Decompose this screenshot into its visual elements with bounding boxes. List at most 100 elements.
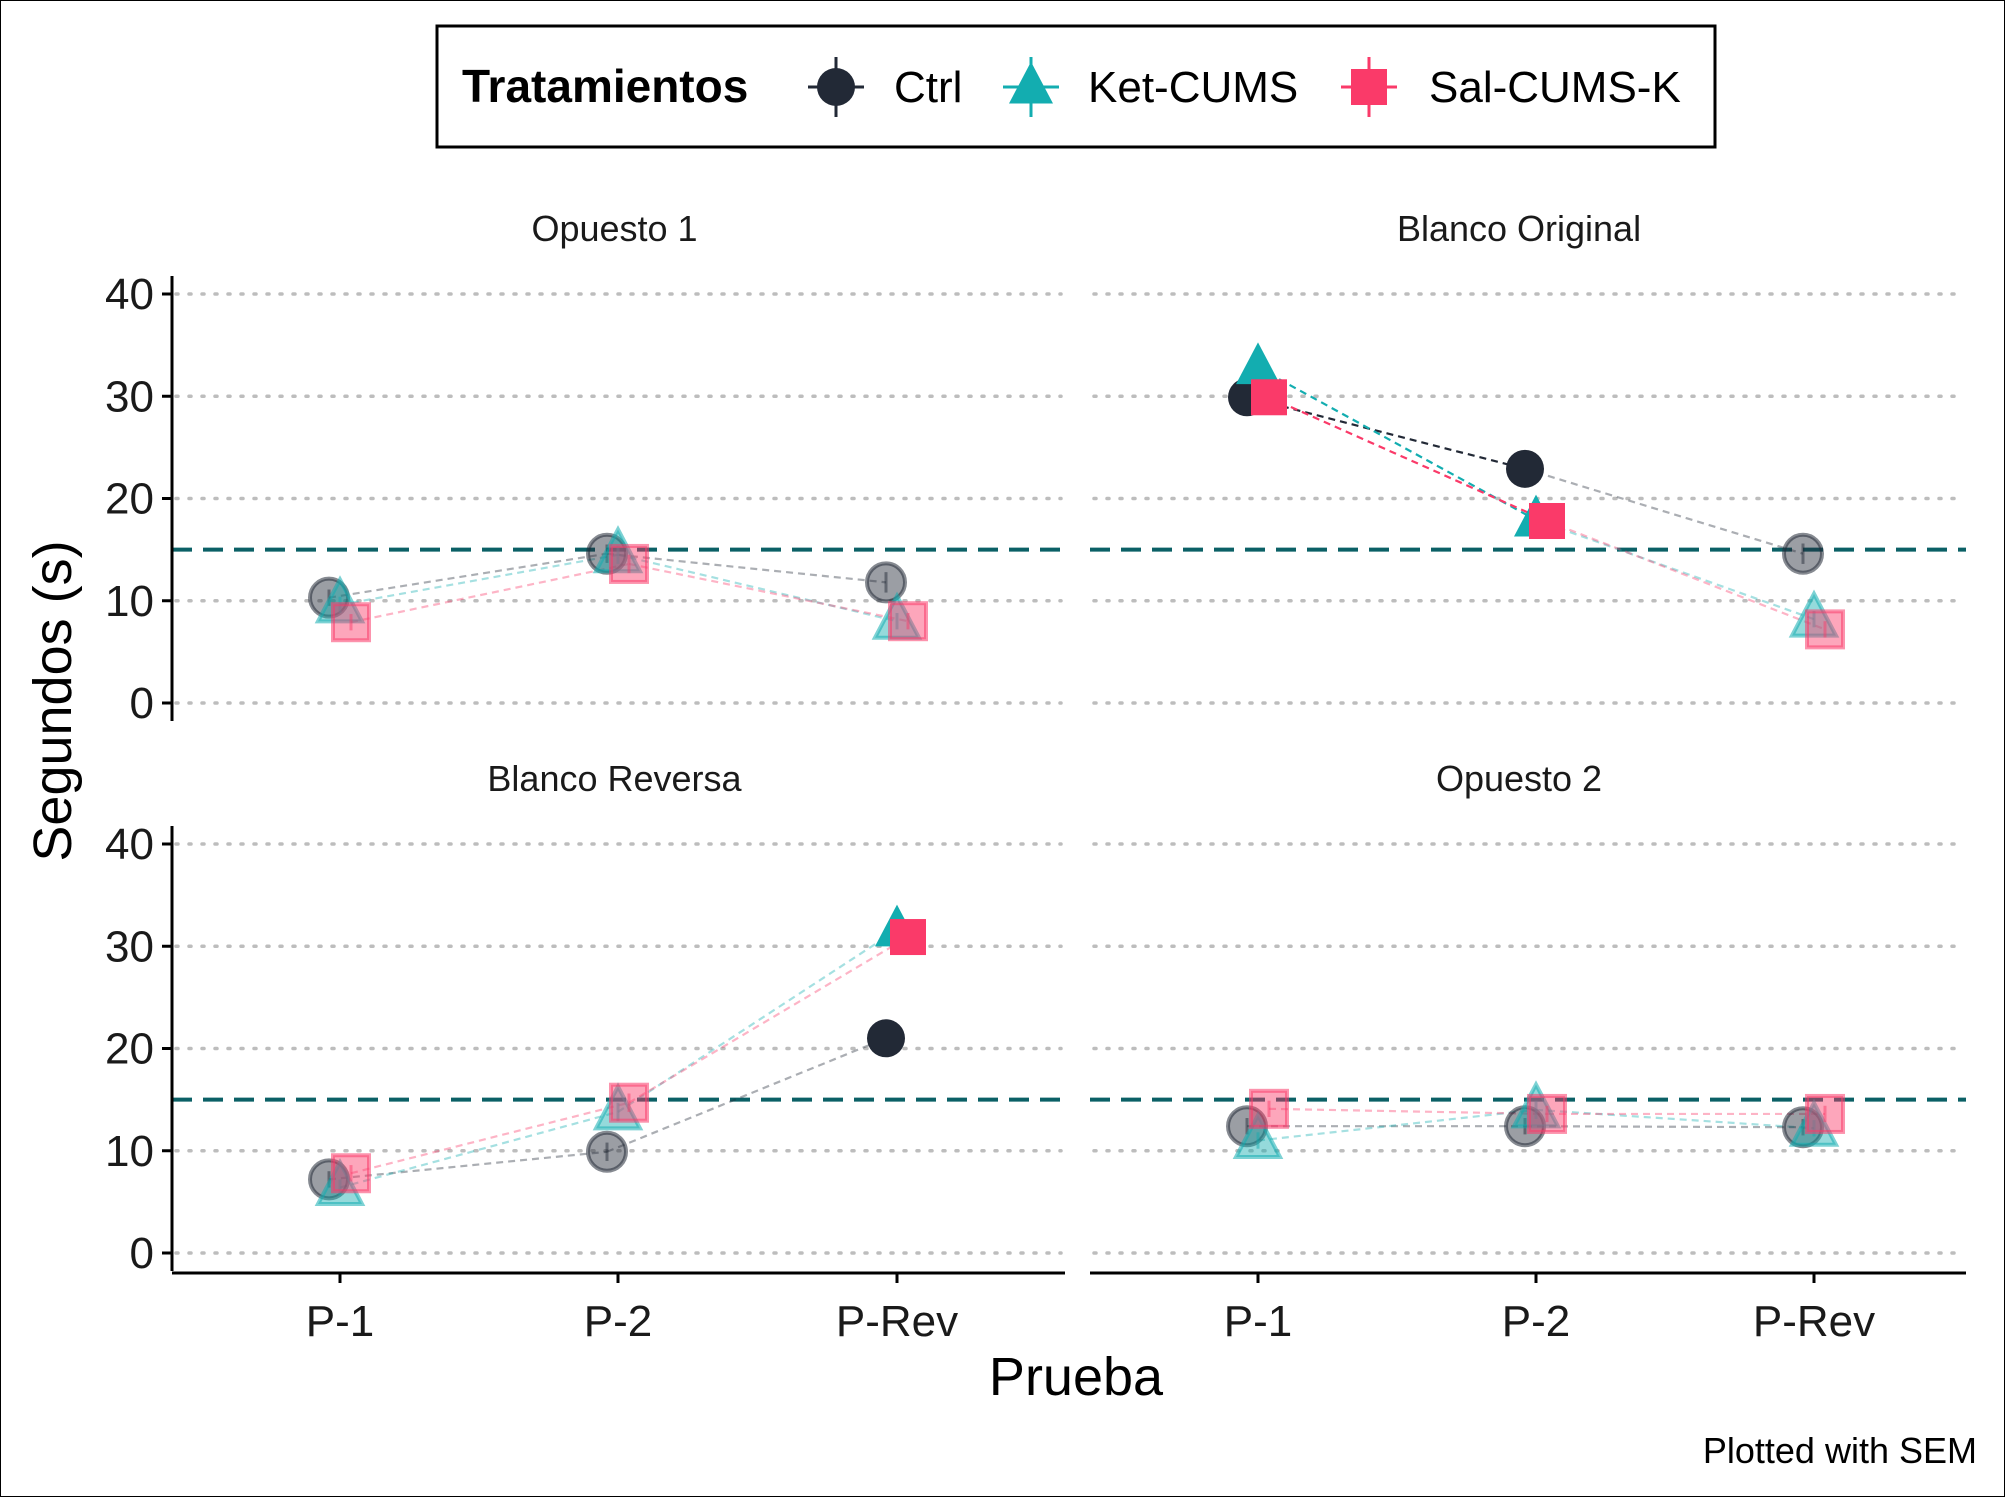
point-sal-cums-k-p-2 bbox=[1527, 1093, 1567, 1134]
point-sal-cums-k-p-rev bbox=[890, 919, 926, 956]
series-markers bbox=[308, 525, 928, 643]
legend-label-sal-cums-k: Sal-CUMS-K bbox=[1429, 63, 1681, 112]
marker-ctrl bbox=[865, 561, 907, 604]
point-ctrl-p-rev bbox=[865, 561, 907, 604]
series-line-sal-cums-k bbox=[1546, 519, 1826, 631]
y-tick-label: 40 bbox=[105, 820, 154, 869]
facet-title: Opuesto 1 bbox=[531, 208, 697, 249]
point-sal-cums-k-p-2 bbox=[609, 1082, 649, 1123]
series-line-sal-cums-k bbox=[628, 936, 909, 1104]
legend-label-ctrl: Ctrl bbox=[894, 63, 962, 112]
y-tick-label: 20 bbox=[105, 1025, 154, 1074]
facet-blanco-original: Blanco Original bbox=[1090, 208, 1966, 705]
facet-panels: Opuesto 1 0 10 20 30 40 Blanco Original Blanco … bbox=[105, 208, 1966, 1346]
point-ctrl-p-rev bbox=[867, 1019, 905, 1058]
legend: Tratamientos Ctrl Ket-CUMS Sal-CUMS-K bbox=[435, 24, 1717, 149]
marker-ket-cums bbox=[592, 525, 644, 574]
facet-title: Blanco Reversa bbox=[487, 758, 742, 799]
legend-title: Tratamientos bbox=[462, 60, 748, 112]
marker-ket-cums bbox=[314, 575, 366, 624]
x-tick-label: P-1 bbox=[306, 1297, 374, 1346]
marker-sal-cums-k bbox=[1527, 1093, 1567, 1134]
point-ket-cums-p-rev bbox=[1788, 589, 1840, 638]
series-line-ket-cums bbox=[339, 553, 619, 606]
legend-key-marker bbox=[817, 68, 855, 106]
point-ket-cums-p-2 bbox=[592, 1082, 644, 1131]
point-sal-cums-k-p-1 bbox=[331, 1153, 371, 1194]
x-tick-label: P-Rev bbox=[1753, 1297, 1875, 1346]
series-lines bbox=[328, 552, 909, 624]
marker-sal-cums-k bbox=[609, 1082, 649, 1123]
marker-ket-cums bbox=[1788, 589, 1840, 638]
series-lines bbox=[1247, 1107, 1825, 1142]
point-ctrl-p-2 bbox=[586, 1130, 628, 1173]
marker-sal-cums-k bbox=[1805, 609, 1845, 650]
legend-key-marker bbox=[1009, 61, 1053, 104]
marker-ctrl bbox=[1782, 532, 1824, 575]
point-sal-cums-k-p-1 bbox=[1251, 379, 1287, 416]
point-sal-cums-k-p-rev bbox=[1805, 1093, 1845, 1134]
series-line-sal-cums-k bbox=[628, 562, 909, 623]
marker-sal-cums-k bbox=[331, 1153, 371, 1194]
facet-opuesto-1: Opuesto 1 0 10 20 30 40 bbox=[105, 208, 1065, 728]
marker-sal-cums-k bbox=[1529, 502, 1565, 539]
marker-ctrl bbox=[586, 1130, 628, 1173]
x-tick-label: P-2 bbox=[584, 1297, 652, 1346]
point-sal-cums-k-p-rev bbox=[888, 601, 928, 642]
marker-ctrl bbox=[1506, 449, 1544, 488]
series-line-ket-cums bbox=[1535, 518, 1815, 621]
series-line-ket-cums bbox=[1257, 1108, 1537, 1142]
y-axis-title: Segundos (s) bbox=[23, 540, 83, 861]
marker-sal-cums-k bbox=[331, 602, 371, 643]
series-line-sal-cums-k bbox=[1268, 1107, 1548, 1116]
x-tick-label: P-2 bbox=[1502, 1297, 1570, 1346]
point-ket-cums-p-1 bbox=[1232, 1110, 1284, 1160]
y-tick-label: 10 bbox=[105, 577, 154, 626]
marker-ket-cums bbox=[592, 1082, 644, 1131]
facet-opuesto-2: Opuesto 2 P-1 P-2 P-Rev bbox=[1090, 758, 1966, 1346]
point-sal-cums-k-p-rev bbox=[1805, 609, 1845, 650]
marker-ket-cums bbox=[1232, 1110, 1284, 1160]
legend-entry-ctrl: Ctrl bbox=[808, 57, 962, 117]
series-line-ket-cums bbox=[339, 1110, 619, 1189]
series-line-ctrl bbox=[1524, 1125, 1804, 1129]
series-line-ket-cums bbox=[1535, 1108, 1815, 1130]
marker-ket-cums bbox=[314, 1157, 366, 1207]
y-tick-label: 0 bbox=[130, 1229, 154, 1278]
point-sal-cums-k-p-1 bbox=[331, 602, 371, 643]
legend-key-marker bbox=[1351, 69, 1387, 105]
series-line-ctrl bbox=[606, 552, 887, 584]
marker-sal-cums-k bbox=[1251, 379, 1287, 416]
series-lines bbox=[1246, 366, 1826, 631]
series-lines bbox=[328, 928, 909, 1189]
marker-ctrl bbox=[867, 1019, 905, 1058]
series-line-ctrl bbox=[1524, 467, 1804, 555]
legend-entries: Ctrl Ket-CUMS Sal-CUMS-K bbox=[808, 57, 1681, 117]
marker-sal-cums-k bbox=[888, 601, 928, 642]
point-sal-cums-k-p-1 bbox=[1249, 1088, 1289, 1129]
facet-title: Opuesto 2 bbox=[1436, 758, 1602, 799]
x-tick-label: P-Rev bbox=[836, 1297, 958, 1346]
marker-ket-cums bbox=[1236, 342, 1280, 385]
series-line-ctrl bbox=[328, 1150, 608, 1181]
legend-label-ket-cums: Ket-CUMS bbox=[1088, 63, 1298, 112]
point-ctrl-p-2 bbox=[1506, 449, 1544, 488]
series-line-ctrl bbox=[328, 552, 608, 599]
y-tick-label: 10 bbox=[105, 1127, 154, 1176]
point-sal-cums-k-p-2 bbox=[609, 543, 649, 584]
point-ctrl-p-rev bbox=[1782, 532, 1824, 575]
marker-ket-cums bbox=[1788, 1098, 1840, 1147]
x-axis-title: Prueba bbox=[989, 1347, 1164, 1407]
caption: Plotted with SEM bbox=[1703, 1430, 1977, 1471]
point-sal-cums-k-p-2 bbox=[1529, 502, 1565, 539]
legend-entry-ket-cums: Ket-CUMS bbox=[1003, 57, 1298, 117]
marker-sal-cums-k bbox=[1249, 1088, 1289, 1129]
marker-sal-cums-k bbox=[890, 919, 926, 956]
y-tick-label: 30 bbox=[105, 922, 154, 971]
point-ket-cums-p-1 bbox=[1236, 342, 1280, 385]
series-line-sal-cums-k bbox=[1268, 396, 1548, 522]
series-line-ctrl bbox=[606, 1037, 887, 1153]
facet-title: Blanco Original bbox=[1397, 208, 1641, 249]
